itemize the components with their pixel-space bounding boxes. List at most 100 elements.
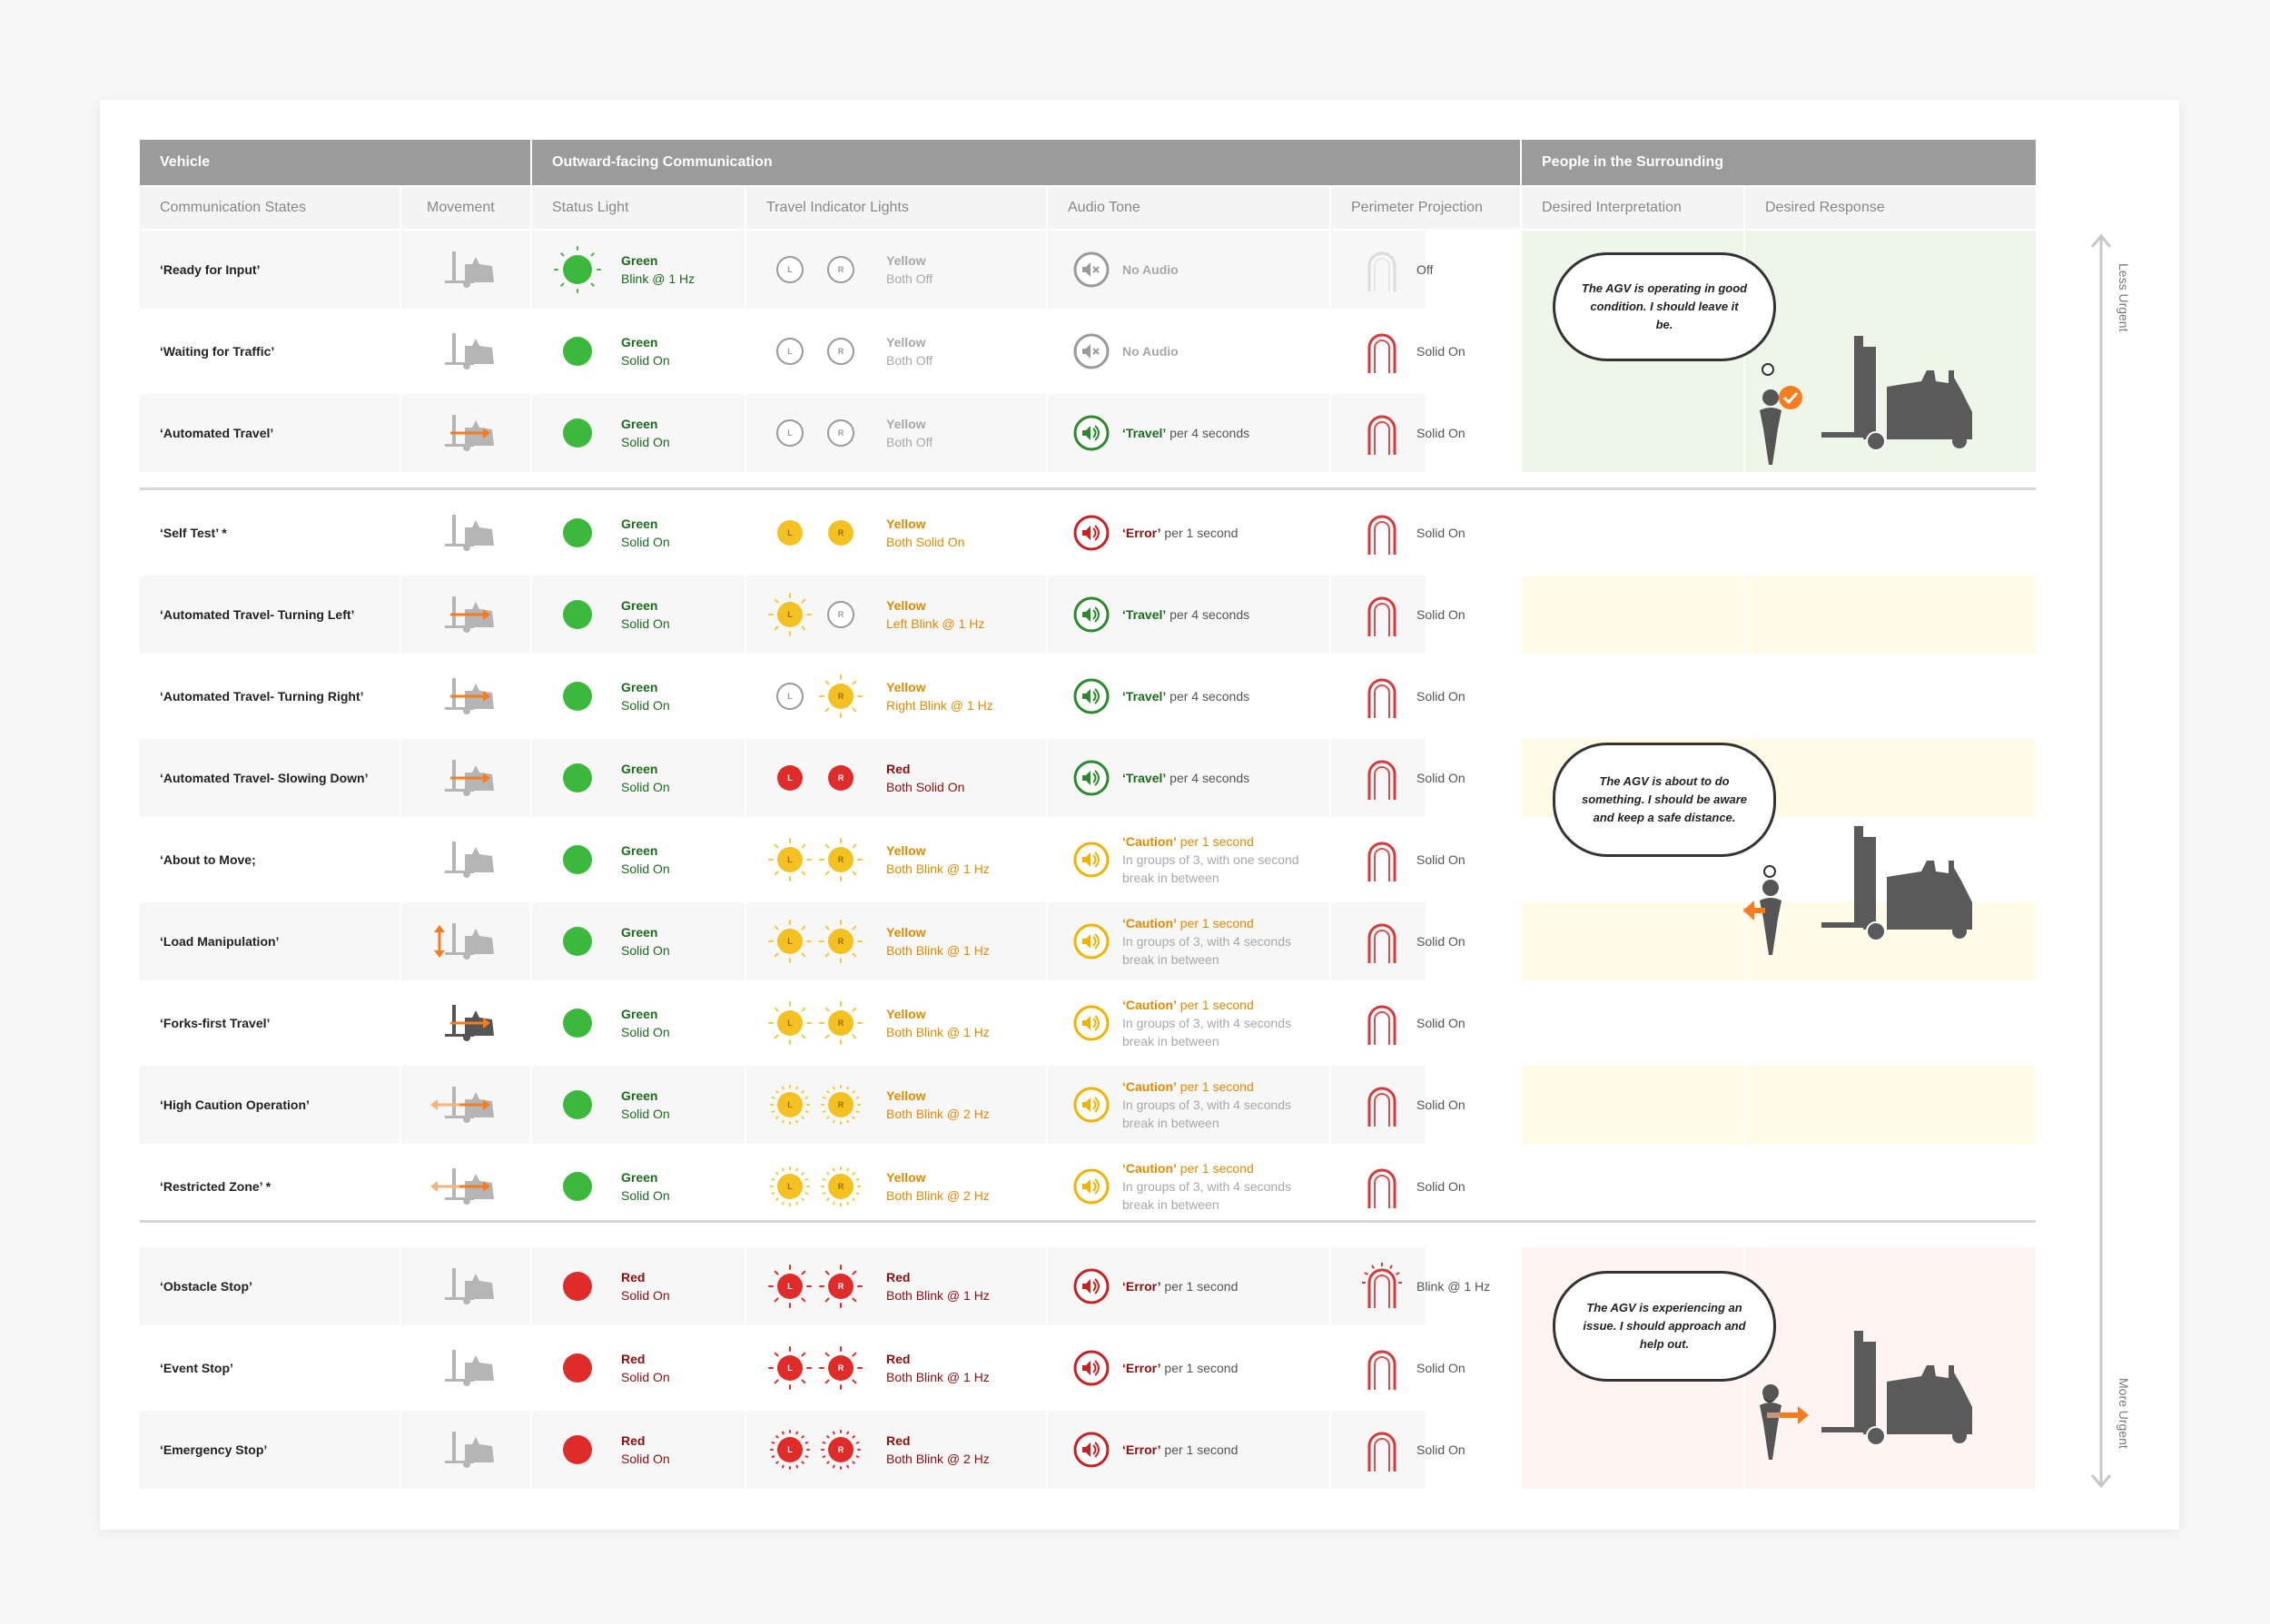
indicator-light-icon: L bbox=[768, 1428, 812, 1471]
travel-indicator-light: R bbox=[819, 1066, 863, 1144]
status-light-icon bbox=[554, 1247, 601, 1325]
indicator-letter: L bbox=[787, 855, 793, 864]
indicator-light-icon: L bbox=[768, 1165, 812, 1208]
travel-indicator-light: L bbox=[768, 394, 812, 472]
projection-label: Solid On bbox=[1416, 852, 1466, 867]
indicator-letter: R bbox=[837, 1100, 844, 1109]
perimeter-projection-icon bbox=[1362, 821, 1402, 899]
column-divider bbox=[400, 1147, 401, 1225]
indicator-mode-text: Both Blink @ 2 Hz bbox=[886, 1107, 990, 1121]
audio-word: ‘Caution’ bbox=[1122, 834, 1177, 849]
indicator-color-text: Yellow bbox=[886, 1088, 926, 1103]
column-divider bbox=[1329, 494, 1331, 572]
indicator-letter: R bbox=[837, 692, 844, 701]
status-mode-text: Blink @ 1 Hz bbox=[621, 271, 696, 286]
indicator-mode-text: Both Blink @ 1 Hz bbox=[886, 861, 990, 876]
column-divider bbox=[1329, 821, 1331, 899]
column-divider bbox=[745, 394, 746, 472]
column-divider bbox=[530, 1247, 532, 1325]
indicator-label: Red Both Blink @ 2 Hz bbox=[886, 1411, 990, 1489]
status-light-icon bbox=[554, 312, 601, 390]
indicator-mode-text: Both Solid On bbox=[886, 535, 965, 549]
audio-line: ‘Travel’ per 4 seconds bbox=[1122, 687, 1249, 705]
perimeter-projection-icon bbox=[1362, 1329, 1402, 1407]
indicator-letter: L bbox=[787, 1282, 793, 1291]
communication-state: ‘Ready for Input’ bbox=[160, 262, 261, 277]
projection-label: Solid On bbox=[1416, 426, 1466, 440]
column-divider bbox=[530, 231, 532, 309]
indicator-mode-text: Both Blink @ 1 Hz bbox=[886, 1288, 990, 1303]
travel-indicator-light: R bbox=[819, 231, 863, 309]
forklift-movement-icon bbox=[429, 984, 499, 1062]
column-divider bbox=[530, 739, 532, 817]
audio-line: ‘Caution’ per 1 second bbox=[1122, 1078, 1254, 1096]
status-mode-text: Solid On bbox=[621, 1107, 670, 1121]
column-divider bbox=[1329, 657, 1331, 735]
indicator-light-icon: L bbox=[768, 838, 812, 881]
indicator-mode-text: Both Blink @ 1 Hz bbox=[886, 943, 990, 958]
audio-tone-label: No Audio bbox=[1122, 231, 1322, 309]
column-divider bbox=[745, 657, 746, 735]
travel-indicator-light: L bbox=[768, 739, 812, 817]
audio-tone-label: ‘Travel’ per 4 seconds bbox=[1122, 394, 1322, 472]
audio-word: ‘Caution’ bbox=[1122, 916, 1177, 930]
travel-indicator-light: R bbox=[819, 1329, 863, 1407]
person-icon bbox=[1743, 1380, 1816, 1475]
status-light-label: Green Solid On bbox=[621, 1066, 670, 1144]
column-divider bbox=[1329, 984, 1331, 1062]
audio-pattern: In groups of 3, with 4 seconds break in … bbox=[1122, 1097, 1291, 1130]
indicator-mode-text: Both Solid On bbox=[886, 780, 965, 794]
audio-rate: per 1 second bbox=[1160, 1361, 1239, 1375]
column-divider bbox=[1329, 394, 1331, 472]
indicator-mode-text: Right Blink @ 1 Hz bbox=[886, 698, 993, 713]
indicator-mode-text: Left Blink @ 1 Hz bbox=[886, 616, 985, 631]
urgency-label-less: Less Urgent bbox=[2117, 263, 2131, 332]
audio-tone-label: ‘Error’ per 1 second bbox=[1122, 1247, 1322, 1325]
audio-tone-label: No Audio bbox=[1122, 312, 1322, 390]
audio-word: No Audio bbox=[1122, 344, 1179, 359]
column-divider bbox=[1329, 1247, 1331, 1325]
perimeter-projection-icon bbox=[1362, 576, 1402, 654]
forklift-movement-icon bbox=[429, 1411, 499, 1489]
indicator-letter: R bbox=[837, 610, 844, 619]
projection-label: Solid On bbox=[1416, 1361, 1466, 1375]
perimeter-projection-icon bbox=[1362, 1066, 1402, 1144]
indicator-light-icon: R bbox=[819, 1165, 863, 1208]
indicator-light-icon: R bbox=[819, 511, 863, 555]
audio-rate: per 1 second bbox=[1160, 1279, 1239, 1294]
status-color-text: Green bbox=[621, 843, 658, 858]
travel-indicator-light: R bbox=[819, 902, 863, 980]
communication-state: ‘Automated Travel’ bbox=[160, 426, 274, 440]
perimeter-projection-icon bbox=[1362, 657, 1402, 735]
projection-label: Solid On bbox=[1416, 771, 1466, 785]
communication-state: ‘Emergency Stop’ bbox=[160, 1442, 268, 1457]
column-divider bbox=[745, 1147, 746, 1225]
column-divider bbox=[530, 312, 532, 390]
col-movement: Movement bbox=[401, 187, 530, 229]
audio-tone-label: ‘Caution’ per 1 second In groups of 3, wi… bbox=[1122, 821, 1322, 899]
status-color-text: Red bbox=[621, 1352, 646, 1366]
communication-state: ‘Automated Travel- Turning Left’ bbox=[160, 607, 355, 622]
travel-indicator-light: R bbox=[819, 657, 863, 735]
speaker-icon bbox=[1071, 821, 1111, 899]
audio-word: ‘Travel’ bbox=[1122, 607, 1167, 622]
audio-rate: per 1 second bbox=[1176, 998, 1254, 1012]
column-divider bbox=[1329, 312, 1331, 390]
column-divider bbox=[745, 1411, 746, 1489]
indicator-color-text: Red bbox=[886, 1270, 911, 1284]
column-divider bbox=[1329, 1411, 1331, 1489]
status-light-icon bbox=[554, 821, 601, 899]
column-divider bbox=[400, 394, 401, 472]
audio-line: ‘Error’ per 1 second bbox=[1122, 1359, 1238, 1377]
agv-forklift-icon bbox=[1812, 1329, 1994, 1452]
travel-indicator-light: R bbox=[819, 494, 863, 572]
audio-word: ‘Error’ bbox=[1122, 1361, 1161, 1375]
speaker-icon bbox=[1071, 902, 1111, 980]
audio-tone-label: ‘Caution’ per 1 second In groups of 3, wi… bbox=[1122, 984, 1322, 1062]
status-color-text: Green bbox=[621, 417, 658, 431]
status-light-icon bbox=[554, 494, 601, 572]
person-icon bbox=[1743, 385, 1816, 480]
audio-tone-label: ‘Error’ per 1 second bbox=[1122, 1411, 1322, 1489]
status-light-label: Green Solid On bbox=[621, 576, 670, 654]
group-separator bbox=[140, 487, 2036, 490]
